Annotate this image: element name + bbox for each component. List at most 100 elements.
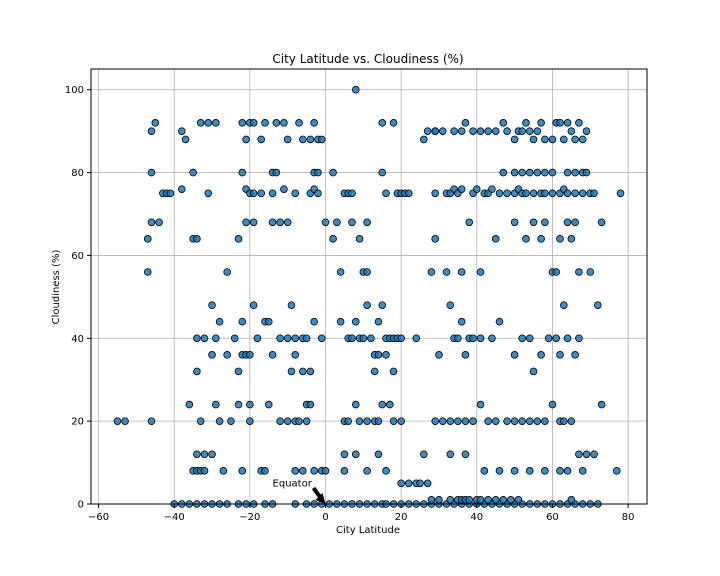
data-point (476, 496, 485, 504)
data-point (336, 317, 345, 326)
data-point (151, 119, 160, 127)
data-point (363, 467, 371, 475)
data-point (215, 417, 224, 425)
data-point (261, 467, 269, 475)
data-point (389, 119, 398, 127)
data-point (499, 119, 508, 127)
data-point (230, 334, 239, 343)
data-point (476, 334, 485, 343)
data-point (616, 189, 625, 198)
data-point (476, 268, 485, 276)
data-point (510, 135, 519, 144)
data-point (541, 135, 549, 144)
data-point (310, 317, 318, 326)
data-point (537, 119, 545, 127)
data-point (264, 317, 273, 326)
data-point (571, 218, 579, 227)
data-point (351, 317, 360, 326)
data-point (249, 119, 258, 127)
x-tick-label: −20 (239, 512, 260, 523)
data-point (510, 168, 519, 177)
data-point (454, 417, 462, 425)
x-tick-label: 0 (322, 512, 328, 523)
data-point (525, 168, 534, 177)
data-point (287, 367, 296, 376)
data-point (571, 189, 579, 198)
y-axis-label: Cloudiness (%) (51, 250, 62, 325)
data-point (166, 189, 175, 198)
data-point (276, 334, 284, 343)
data-point (510, 351, 519, 359)
data-point (491, 496, 500, 504)
data-point (495, 189, 504, 198)
data-point (518, 334, 526, 343)
data-point (287, 301, 296, 309)
data-point (200, 450, 209, 459)
data-point (537, 235, 545, 243)
data-point (382, 351, 390, 359)
data-point (299, 367, 307, 376)
data-point (559, 417, 568, 425)
data-point (548, 400, 557, 409)
data-point (306, 400, 315, 409)
data-point (351, 400, 360, 409)
data-point (522, 119, 530, 127)
data-point (537, 351, 545, 359)
data-point (518, 168, 526, 177)
data-point (465, 218, 474, 227)
data-point (189, 168, 197, 177)
data-point (431, 235, 439, 243)
data-point (359, 334, 368, 343)
data-point (397, 334, 405, 343)
data-point (196, 417, 205, 425)
data-point (336, 268, 345, 276)
y-tick-label: 60 (71, 251, 84, 262)
data-point (321, 467, 330, 475)
data-point (597, 400, 606, 409)
data-point (246, 417, 254, 425)
data-point (423, 479, 432, 488)
x-axis-label: City Latitude (336, 525, 400, 536)
data-point (484, 496, 492, 504)
data-point (567, 127, 576, 135)
y-tick-label: 80 (71, 168, 84, 179)
data-point (295, 417, 303, 425)
data-point (461, 351, 470, 359)
data-point (571, 351, 579, 359)
x-tick-label: 40 (470, 512, 483, 523)
grid-lines (91, 69, 647, 505)
data-point (541, 168, 549, 177)
data-point (476, 400, 485, 409)
data-point (488, 334, 496, 343)
data-point (363, 417, 371, 425)
data-point (291, 351, 300, 359)
data-point (208, 301, 216, 309)
data-point (291, 467, 300, 475)
data-point (416, 479, 424, 488)
data-point (495, 317, 504, 326)
data-point (378, 168, 387, 177)
data-point (246, 351, 254, 359)
plot-frame (90, 68, 648, 505)
data-point (193, 334, 201, 343)
data-point (310, 119, 318, 127)
data-point (491, 127, 500, 135)
data-point (529, 367, 538, 376)
data-point (177, 127, 186, 135)
data-point (215, 317, 224, 326)
data-point (612, 467, 621, 475)
data-point (446, 301, 455, 309)
data-point (446, 496, 455, 504)
y-axis-ticks: 0 20 40 60 80 100 (65, 85, 91, 511)
data-point (249, 189, 258, 198)
data-point (348, 189, 356, 198)
data-point (348, 334, 356, 343)
data-point (374, 317, 383, 326)
data-point (223, 268, 231, 276)
data-point (374, 351, 383, 359)
data-point (559, 301, 568, 309)
data-point (431, 127, 439, 135)
data-point (367, 334, 375, 343)
data-point (351, 450, 360, 459)
